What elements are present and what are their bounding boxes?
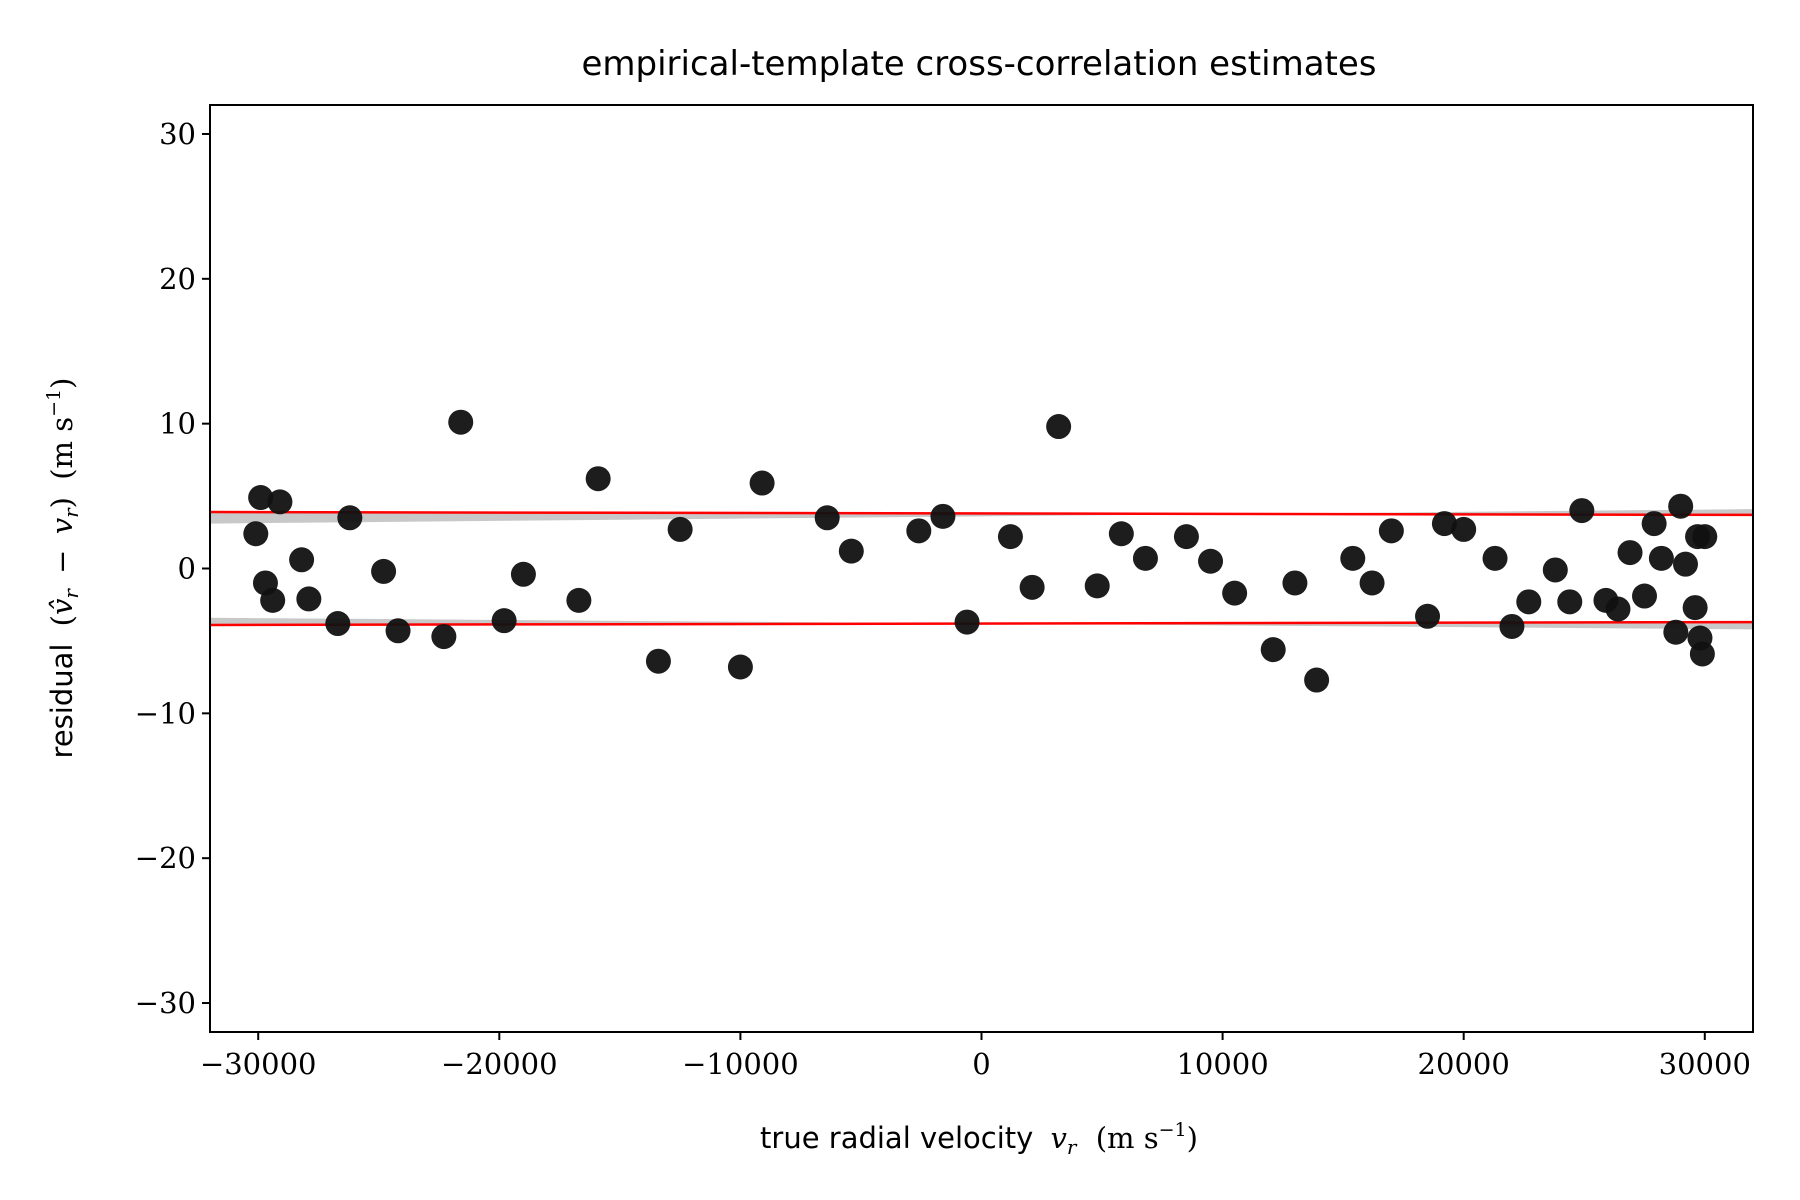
x-tick-label: −10000 [682, 1047, 799, 1081]
data-point [1557, 589, 1583, 615]
band-layer [209, 509, 1754, 630]
data-point [1222, 580, 1248, 606]
y-axis-label: residual (v̂r − vr) (m s−1) [43, 378, 85, 759]
x-tick-label: 20000 [1418, 1047, 1510, 1081]
x-axis-ticks: −30000 −20000 −10000 0 10000 20000 30000 [200, 1032, 1751, 1081]
data-point [337, 505, 363, 531]
y-tick-label: 0 [178, 552, 196, 586]
data-point [1516, 589, 1542, 615]
data-point [1482, 545, 1508, 571]
data-point [1019, 574, 1045, 600]
data-point [1499, 613, 1525, 639]
data-point [1617, 540, 1643, 566]
data-point [510, 561, 536, 587]
lower-bound-line [209, 620, 1754, 627]
x-tick-label: 0 [972, 1047, 990, 1081]
data-point [1672, 551, 1698, 577]
data-point [566, 587, 592, 613]
data-point [814, 505, 840, 531]
data-point [1415, 603, 1441, 629]
plot-frame [209, 104, 1754, 1033]
data-point [930, 503, 956, 529]
data-point [1108, 521, 1134, 547]
y-axis-ticks: −30 −20 −10 0 10 20 30 [135, 117, 210, 1020]
y-tick-label: 10 [159, 407, 196, 441]
data-point [1359, 570, 1385, 596]
data-point [1605, 596, 1631, 622]
upper-bound-line [209, 510, 1754, 517]
data-point [371, 558, 397, 584]
data-point [1340, 545, 1366, 571]
chart-title: empirical-template cross-correlation est… [581, 44, 1376, 84]
data-point [289, 547, 315, 573]
data-point [1692, 524, 1718, 550]
data-point [1378, 518, 1404, 544]
x-tick-label: 10000 [1176, 1047, 1268, 1081]
data-point [267, 489, 293, 515]
data-point [749, 470, 775, 496]
y-tick-label: −10 [135, 696, 196, 730]
data-point [838, 538, 864, 564]
data-point [1084, 573, 1110, 599]
x-tick-label: 30000 [1659, 1047, 1751, 1081]
x-tick-label: −20000 [441, 1047, 558, 1081]
data-point [667, 516, 693, 542]
data-point [491, 608, 517, 634]
data-point [1132, 545, 1158, 571]
data-point [1569, 498, 1595, 524]
data-point [385, 618, 411, 644]
y-tick-label: 20 [159, 262, 196, 296]
data-point [1663, 619, 1689, 645]
y-tick-label: −30 [135, 986, 196, 1020]
data-point [325, 611, 351, 637]
x-tick-label: −30000 [200, 1047, 317, 1081]
data-point [1173, 524, 1199, 550]
data-point [1648, 545, 1674, 571]
data-point [248, 485, 274, 511]
data-point [1198, 548, 1224, 574]
data-point [906, 518, 932, 544]
data-point [1542, 557, 1568, 583]
data-point [1689, 641, 1715, 667]
data-point [727, 654, 753, 680]
data-point [1632, 583, 1658, 609]
data-point [1451, 516, 1477, 542]
points-layer [243, 409, 1718, 693]
data-point [1304, 667, 1330, 693]
data-point [448, 409, 474, 435]
data-point [1682, 595, 1708, 621]
data-point [296, 586, 322, 612]
data-point [431, 624, 457, 650]
x-axis-label: true radial velocity vr (m s−1) [760, 1119, 1198, 1161]
data-point [1260, 637, 1286, 663]
data-point [1046, 414, 1072, 440]
data-point [260, 587, 286, 613]
data-point [645, 648, 671, 674]
data-point [1282, 570, 1308, 596]
data-point [954, 609, 980, 635]
data-point [997, 524, 1023, 550]
y-tick-label: 30 [159, 117, 196, 151]
data-point [1431, 511, 1457, 537]
data-point [243, 521, 269, 547]
data-point [1668, 493, 1694, 519]
data-point [1641, 511, 1667, 537]
svg-text:residual (v̂r −: residual (v̂r − vr) (m s−1) [43, 378, 85, 759]
y-tick-label: −20 [135, 841, 196, 875]
data-point [585, 466, 611, 492]
